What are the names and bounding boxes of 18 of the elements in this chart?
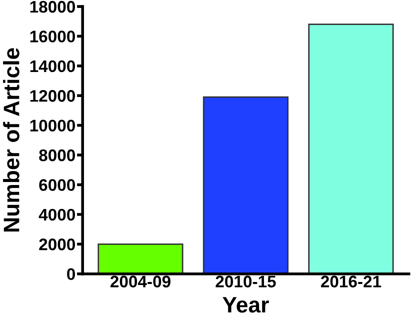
bar: [202, 96, 289, 274]
x-tick-label: 2010-15: [216, 276, 276, 288]
y-tick-label: 6000: [39, 179, 75, 191]
bar: [98, 243, 184, 274]
x-axis-title: Year: [222, 297, 269, 313]
y-tick-label: 4000: [38, 208, 75, 221]
x-tick-label: 2016-21: [320, 276, 382, 288]
y-axis-title: Number of Article: [3, 48, 20, 232]
y-tick-label: 0: [67, 268, 75, 280]
y-tick-label: 16000: [30, 30, 75, 42]
bar: [308, 24, 394, 274]
y-tick-label: 14000: [30, 60, 75, 72]
y-tick-label: 12000: [30, 90, 75, 102]
y-tick-label: 8000: [39, 149, 75, 162]
y-tick-label: 18000: [30, 0, 75, 13]
x-tick-label: 2004-09: [110, 276, 170, 288]
y-tick-label: 10000: [30, 120, 75, 132]
y-tick-label: 2000: [39, 238, 75, 250]
